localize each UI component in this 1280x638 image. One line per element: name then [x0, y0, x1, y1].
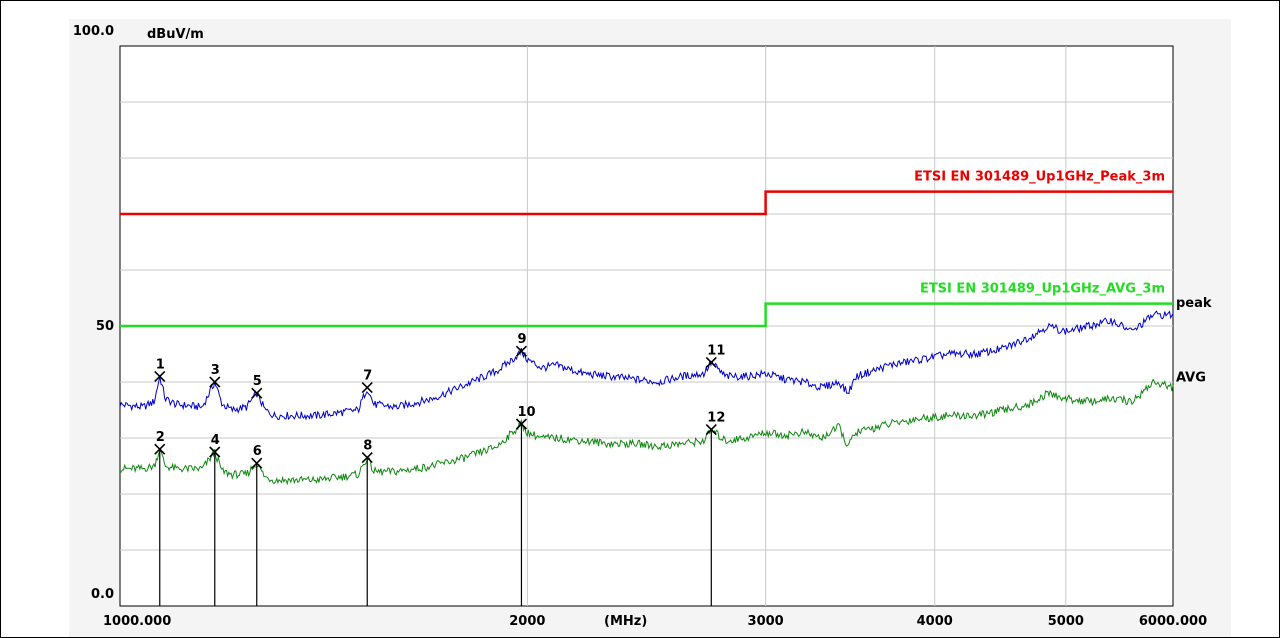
marker-x-7: [361, 382, 373, 394]
y-tick-label-100: 100.0: [73, 24, 114, 39]
marker-label-8: 8: [363, 439, 372, 454]
x-tick-label-4000: 4000: [917, 614, 953, 629]
marker-x-4: [209, 446, 221, 458]
marker-12: 12: [705, 411, 725, 606]
marker-9: 9: [515, 332, 528, 357]
marker-10: 10: [515, 405, 536, 606]
limit-label-2: ETSI EN 301489_Up1GHz_AVG_3m: [920, 282, 1165, 297]
marker-label-1: 1: [156, 357, 165, 372]
marker-label-9: 9: [517, 332, 526, 347]
marker-1: 1: [154, 357, 166, 382]
limit-line-2: [120, 302, 1173, 328]
marker-label-10: 10: [517, 405, 535, 420]
series-line-peak: [119, 310, 1174, 421]
series-end-label-avg: AVG: [1176, 371, 1206, 386]
marker-label-2: 2: [156, 430, 165, 445]
series-end-labels: peak AVG: [1176, 296, 1212, 386]
series-end-label-peak: peak: [1176, 296, 1212, 311]
marker-6: 6: [251, 444, 263, 606]
series-line-avg: [119, 378, 1174, 486]
marker-label-5: 5: [253, 374, 262, 389]
marker-x-3: [209, 376, 221, 388]
y-tick-label-50: 50: [96, 319, 114, 334]
marker-label-7: 7: [363, 369, 372, 384]
y-tick-label-0: 0.0: [91, 587, 114, 602]
limit-lines: ETSI EN 301489_Up1GHz_Peak_3m ETSI EN 301…: [120, 170, 1173, 328]
marker-7: 7: [361, 369, 373, 394]
y-axis-labels: 100.0 50 0.0: [73, 24, 114, 602]
x-tick-label-6000: 6000.000: [1139, 614, 1207, 629]
marker-label-11: 11: [707, 343, 725, 358]
marker-label-4: 4: [211, 433, 220, 448]
limit-line-1: [120, 190, 1173, 216]
marker-x-8: [361, 452, 373, 464]
marker-x-1: [154, 370, 166, 382]
marker-x-6: [251, 457, 263, 469]
marker-5: 5: [251, 374, 263, 399]
x-axis-unit-label: (MHz): [604, 614, 647, 629]
marker-label-3: 3: [211, 363, 220, 378]
marker-x-10: [515, 418, 528, 430]
x-tick-label-1000: 1000.000: [103, 614, 171, 629]
x-axis-labels: 1000.000 2000 3000 4000 5000 6000.000: [103, 614, 1207, 629]
data-series: [119, 310, 1174, 486]
x-tick-label-5000: 5000: [1048, 614, 1084, 629]
marker-x-9: [515, 345, 528, 357]
marker-label-12: 12: [707, 411, 725, 426]
marker-8: 8: [361, 439, 373, 606]
marker-x-12: [705, 424, 717, 436]
marker-label-6: 6: [253, 444, 262, 459]
limit-label-1: ETSI EN 301489_Up1GHz_Peak_3m: [914, 170, 1165, 185]
y-axis-unit-label: dBuV/m: [147, 27, 204, 42]
marker-2: 2: [154, 430, 166, 606]
marker-4: 4: [209, 433, 221, 606]
x-tick-label-2000: 2000: [509, 614, 545, 629]
marker-x-11: [705, 356, 717, 368]
marker-11: 11: [705, 343, 725, 368]
marker-x-2: [154, 443, 166, 455]
x-tick-label-3000: 3000: [748, 614, 784, 629]
marker-x-5: [251, 387, 263, 399]
marker-3: 3: [209, 363, 221, 388]
